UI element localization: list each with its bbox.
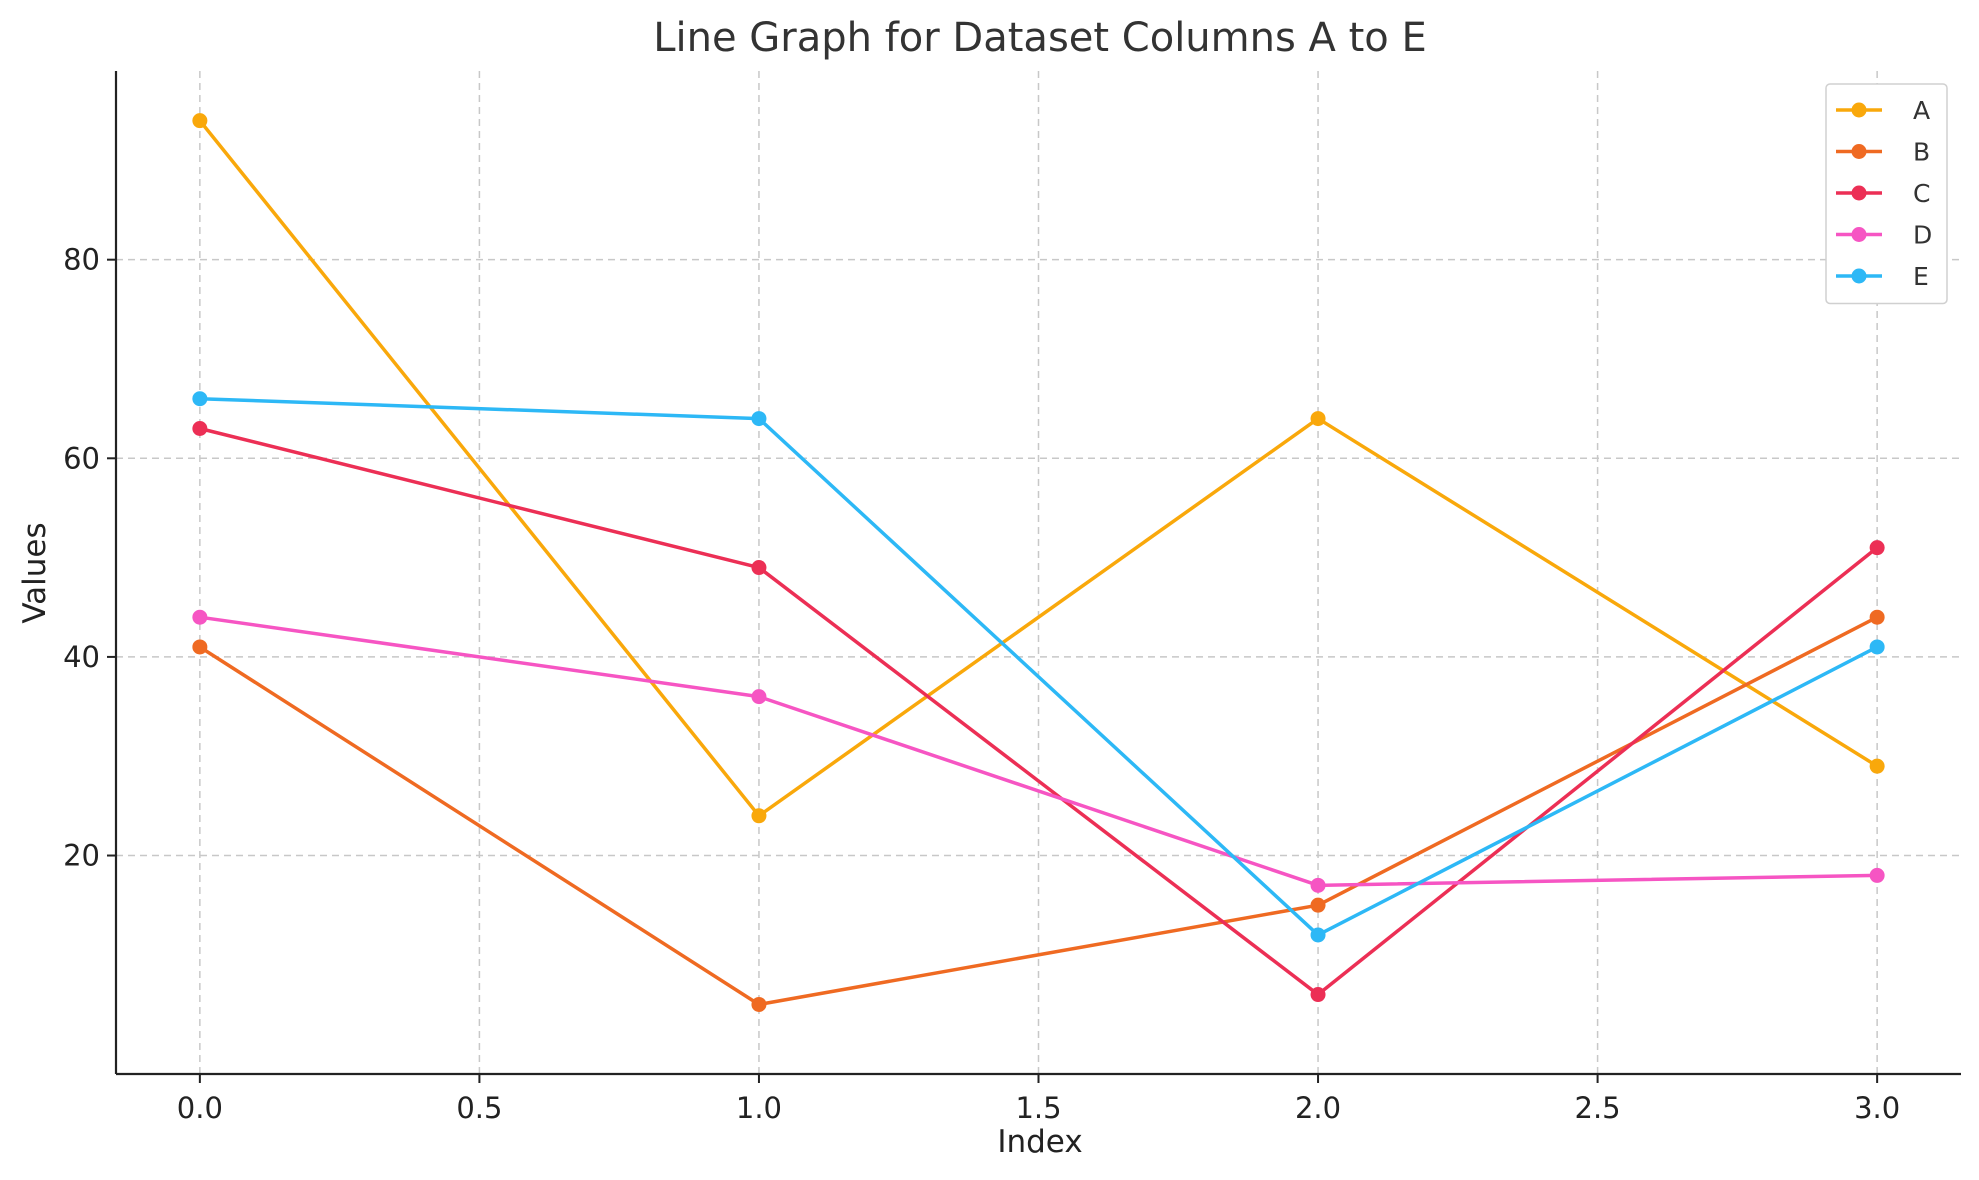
legend-label: A bbox=[1913, 96, 1930, 125]
x-tick-label: 1.0 bbox=[736, 1091, 782, 1125]
data-point bbox=[751, 411, 767, 427]
data-point bbox=[192, 609, 208, 625]
y-axis-label: Values bbox=[17, 522, 53, 623]
x-tick-label: 2.0 bbox=[1295, 1091, 1341, 1125]
data-point bbox=[1310, 987, 1326, 1003]
series-line bbox=[199, 396, 1878, 937]
data-point bbox=[1310, 877, 1326, 893]
legend-box bbox=[1825, 83, 1948, 305]
data-point bbox=[751, 689, 767, 705]
data-point bbox=[1869, 639, 1885, 655]
data-point bbox=[1869, 758, 1885, 774]
x-tick-label: 0.5 bbox=[456, 1091, 502, 1125]
data-point bbox=[1310, 411, 1326, 427]
data-point bbox=[192, 391, 208, 407]
y-tick-label: 20 bbox=[63, 839, 100, 873]
data-point bbox=[192, 639, 208, 655]
data-point bbox=[1310, 927, 1326, 943]
legend-item-d: D bbox=[1836, 221, 1932, 250]
data-point bbox=[751, 808, 767, 824]
axes: 0.0 0.5 1.0 1.5 2.0 2.5 3.0 20 40 60 80 bbox=[63, 71, 1961, 1125]
legend-item-e: E bbox=[1836, 262, 1929, 291]
data-point bbox=[1869, 540, 1885, 556]
y-tick-label: 60 bbox=[63, 441, 100, 475]
data-point bbox=[192, 421, 208, 437]
legend-marker bbox=[1851, 227, 1867, 242]
x-tick-label: 3.0 bbox=[1854, 1091, 1900, 1125]
data-point bbox=[1869, 609, 1885, 625]
x-tick-label: 0.0 bbox=[177, 1091, 223, 1125]
x-tick-label: 1.5 bbox=[1015, 1091, 1061, 1125]
chart-title: Line Graph for Dataset Columns A to E bbox=[653, 15, 1427, 61]
legend-label: D bbox=[1913, 221, 1932, 250]
data-point bbox=[192, 113, 208, 129]
legend-marker bbox=[1851, 185, 1867, 201]
series-c bbox=[192, 421, 1885, 1003]
data-point bbox=[1310, 897, 1326, 913]
legend-marker bbox=[1851, 144, 1867, 159]
series-line bbox=[198, 615, 1878, 1007]
data-point bbox=[1869, 867, 1885, 883]
legend-marker bbox=[1851, 268, 1867, 284]
series-group bbox=[192, 113, 1885, 1012]
series-line bbox=[199, 426, 1879, 997]
legend-item-a: A bbox=[1836, 96, 1930, 125]
y-tick-label: 40 bbox=[63, 640, 100, 674]
x-tick-label: 2.5 bbox=[1575, 1091, 1621, 1125]
legend-item-c: C bbox=[1836, 179, 1930, 208]
legend-label: B bbox=[1913, 138, 1930, 167]
legend-label: C bbox=[1913, 179, 1930, 208]
x-axis-label: Index bbox=[997, 1124, 1082, 1160]
data-point bbox=[751, 996, 767, 1012]
legend-label: E bbox=[1913, 262, 1929, 291]
legend-item-b: B bbox=[1836, 138, 1930, 167]
series-a bbox=[192, 113, 1885, 824]
series-e bbox=[192, 391, 1885, 943]
series-b bbox=[192, 609, 1885, 1012]
series-d bbox=[192, 609, 1885, 893]
y-tick-label: 80 bbox=[63, 243, 100, 277]
series-line bbox=[199, 615, 1878, 888]
data-point bbox=[751, 560, 767, 576]
grid bbox=[116, 71, 1961, 1074]
legend-marker bbox=[1851, 102, 1867, 118]
series-line bbox=[198, 119, 1879, 818]
